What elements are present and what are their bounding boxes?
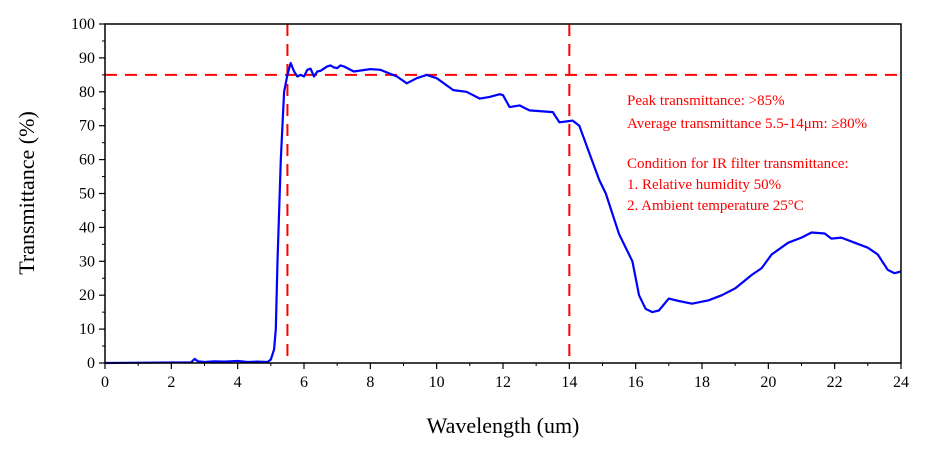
y-tick-label: 60	[79, 152, 95, 169]
x-tick-label: 16	[628, 374, 644, 391]
x-tick-label: 10	[429, 374, 445, 391]
transmittance-series-line	[104, 61, 902, 365]
annotation-condition-title: Condition for IR filter transmittance:	[627, 156, 849, 172]
annotation-humidity: 1. Relative humidity 50%	[627, 177, 781, 193]
y-tick-label: 30	[79, 253, 95, 270]
reference-lines	[105, 24, 901, 363]
x-tick-label: 0	[101, 374, 109, 391]
x-tick-label: 14	[561, 374, 577, 391]
x-tick-label: 2	[167, 374, 175, 391]
y-tick-label: 100	[71, 16, 95, 33]
plot-frame	[104, 23, 902, 364]
y-tick-label: 20	[79, 287, 95, 304]
y-tick-label: 70	[79, 118, 95, 135]
y-tick-label: 50	[79, 186, 95, 203]
x-tick-label: 8	[366, 374, 374, 391]
y-tick-label: 40	[79, 219, 95, 236]
annotation-average: Average transmittance 5.5-14μm: ≥80%	[627, 116, 867, 132]
y-axis-ticks: 0 10 20 30 40 50 60 70 80 90 100	[71, 16, 105, 372]
x-tick-label: 18	[694, 374, 710, 391]
x-tick-label: 6	[300, 374, 308, 391]
x-tick-label: 12	[495, 374, 511, 391]
y-tick-label: 0	[87, 355, 95, 372]
y-tick-label: 90	[79, 50, 95, 67]
x-axis-label: Wavelength (um)	[427, 413, 580, 438]
x-tick-label: 22	[827, 374, 843, 391]
y-tick-label: 10	[79, 321, 95, 338]
annotation-peak: Peak transmittance: >85%	[627, 93, 785, 109]
x-tick-label: 24	[893, 374, 909, 391]
x-tick-label: 20	[760, 374, 776, 391]
y-axis-label: Transmittance (%)	[14, 111, 39, 275]
x-axis-ticks: 0 2 4 6 8 10 12 14 16 18 20 22 24	[101, 363, 909, 391]
annotation-block: Peak transmittance: >85% Average transmi…	[627, 93, 867, 214]
y-tick-label: 80	[79, 84, 95, 101]
x-tick-label: 4	[234, 374, 242, 391]
annotation-temperature: 2. Ambient temperature 25°C	[627, 198, 804, 214]
